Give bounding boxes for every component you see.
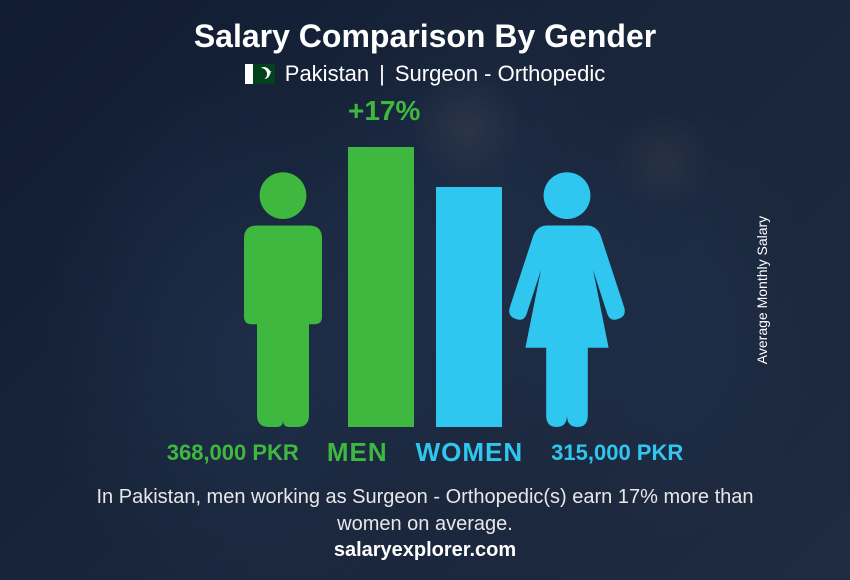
percentage-diff-label: +17% [348, 95, 414, 127]
women-label: WOMEN [416, 437, 524, 468]
pakistan-flag-icon: ★ [245, 64, 275, 84]
description-text: In Pakistan, men working as Surgeon - Or… [75, 484, 775, 538]
labels-row: 368,000 PKR MEN WOMEN 315,000 PKR [145, 437, 705, 468]
woman-icon [502, 97, 632, 427]
page-title: Salary Comparison By Gender [194, 18, 656, 55]
women-salary-value: 315,000 PKR [551, 440, 683, 466]
women-bar-wrap [436, 97, 502, 427]
content-wrapper: Salary Comparison By Gender ★ Pakistan |… [0, 0, 850, 580]
men-bar [348, 147, 414, 427]
y-axis-label: Average Monthly Salary [754, 216, 770, 364]
footer-source: salaryexplorer.com [0, 539, 850, 562]
men-label: MEN [327, 437, 388, 468]
man-icon [218, 97, 348, 427]
women-side [436, 97, 632, 427]
men-bar-wrap: +17% [348, 97, 414, 427]
men-salary-value: 368,000 PKR [167, 440, 299, 466]
women-bar [436, 187, 502, 427]
men-side: +17% [218, 97, 414, 427]
chart-area: +17% [145, 97, 705, 427]
subtitle-row: ★ Pakistan | Surgeon - Orthopedic [245, 61, 605, 87]
subtitle-separator: | [379, 61, 385, 87]
subtitle-job: Surgeon - Orthopedic [395, 61, 605, 87]
subtitle-country: Pakistan [285, 61, 369, 87]
